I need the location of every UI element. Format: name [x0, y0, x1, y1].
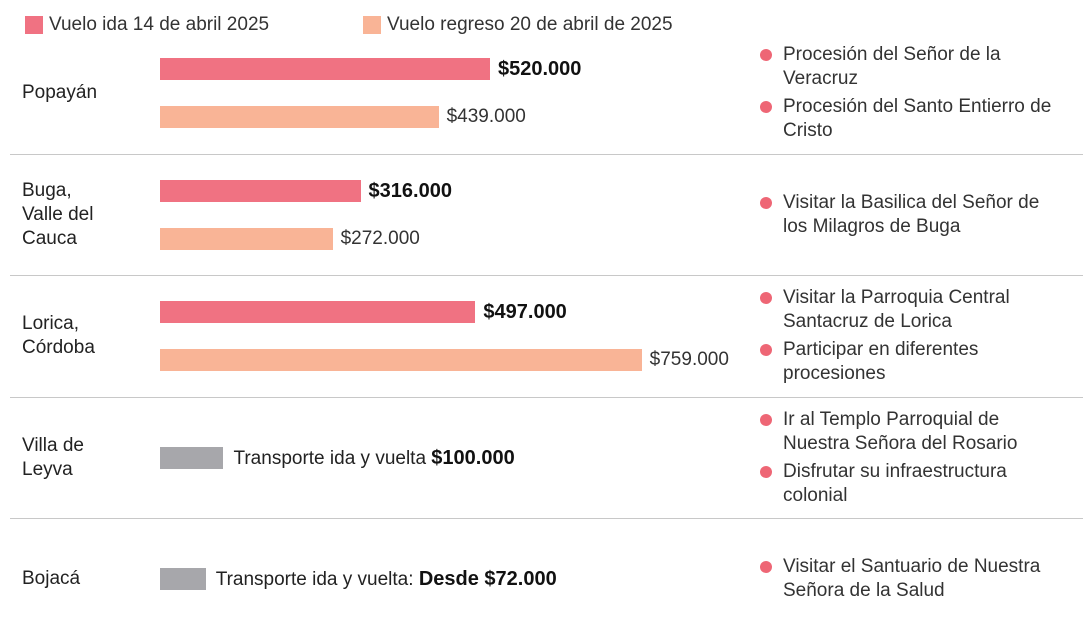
bar [160, 58, 490, 80]
activity-text: Visitar la Parroquia Central Santacruz d… [783, 286, 1010, 332]
legend-swatch [25, 16, 43, 34]
bullet [760, 48, 772, 61]
activity-text: Disfrutar su infraestructura colonial [783, 460, 1007, 506]
category-row: Buga, Valle del Cauca $316.000 $272.000 Vis… [0, 154, 1083, 275]
bullet [760, 560, 772, 573]
category-label: Popayán [22, 81, 98, 103]
activities: Visitar el Santuario de Nuestra Señora d… [760, 518, 1060, 639]
activities: Visitar la Basilica del Señor de los Mil… [760, 154, 1060, 275]
bar [160, 349, 642, 371]
transport-bar [160, 568, 206, 590]
separator [10, 397, 1083, 398]
transport-value: $100.000 [431, 447, 515, 469]
activity-item: Visitar la Parroquia Central Santacruz d… [760, 286, 1060, 334]
activity-item: Procesión del Santo Entierro de Cristo [760, 95, 1060, 143]
category-row: Popayán $520.000 $439.000 Procesión del Señ… [0, 32, 1083, 153]
legend-label: Vuelo regreso 20 de abril de 2025 [387, 14, 673, 35]
category-label: Lorica, Córdoba [22, 312, 95, 358]
separator [10, 154, 1083, 155]
separator [10, 275, 1083, 276]
activity-text: Ir al Templo Parroquial de Nuestra Señor… [783, 408, 1018, 454]
activity-text: Visitar el Santuario de Nuestra Señora d… [783, 555, 1041, 601]
bullet [760, 343, 772, 356]
transport-bar [160, 447, 224, 469]
category-label: Buga, Valle del Cauca [22, 179, 94, 249]
activities: Visitar la Parroquia Central Santacruz d… [760, 275, 1060, 396]
activity-text: Participar en diferentes procesiones [783, 338, 979, 384]
bullet [760, 291, 772, 304]
activity-text: Procesión del Señor de la Veracruz [783, 43, 1001, 89]
separator [10, 518, 1083, 519]
activity-item: Procesión del Señor de la Veracruz [760, 43, 1060, 91]
value-label: $520.000 [498, 58, 582, 80]
legend-item: Vuelo ida 14 de abril 2025 [25, 14, 269, 36]
category-label: Bojacá [22, 567, 81, 589]
category-row: Villa de Leyva Transporte ida y vuelta $1… [0, 397, 1083, 518]
category-row: Lorica, Córdoba $497.000 $759.000 Visitar l… [0, 275, 1083, 396]
bar [160, 180, 361, 202]
activity-text: Procesión del Santo Entierro de Cristo [783, 95, 1052, 141]
infographic: Vuelo ida 14 de abril 2025 Vuelo regreso … [0, 14, 1083, 601]
bullet [760, 196, 772, 209]
bullet [760, 100, 772, 113]
activity-item: Visitar la Basilica del Señor de los Mil… [760, 191, 1060, 239]
value-label: $759.000 [649, 349, 729, 370]
bullet [760, 465, 772, 478]
legend-swatch [363, 16, 381, 34]
bullet [760, 413, 772, 426]
activities: Ir al Templo Parroquial de Nuestra Señor… [760, 397, 1060, 518]
value-label: $497.000 [483, 301, 567, 323]
value-label: $316.000 [368, 180, 452, 202]
transport-text: Transporte ida y vuelta: [215, 569, 414, 590]
bar [160, 228, 333, 250]
legend-label: Vuelo ida 14 de abril 2025 [49, 14, 270, 35]
activity-item: Visitar el Santuario de Nuestra Señora d… [760, 555, 1060, 603]
legend-item: Vuelo regreso 20 de abril de 2025 [363, 14, 673, 36]
activity-item: Disfrutar su infraestructura colonial [760, 460, 1060, 508]
transport-label: Transporte ida y vuelta: Desde $72.000 [216, 568, 557, 590]
category-label: Villa de Leyva [22, 434, 84, 480]
transport-value: Desde $72.000 [418, 568, 557, 590]
value-label: $272.000 [340, 228, 420, 249]
transport-text: Transporte ida y vuelta [233, 448, 427, 469]
activities: Procesión del Señor de la Veracruz Proces… [760, 32, 1060, 153]
bar [160, 301, 476, 323]
value-label: $439.000 [446, 106, 526, 127]
category-row: Bojacá Transporte ida y vuelta: Desde $72… [0, 518, 1083, 639]
activity-item: Ir al Templo Parroquial de Nuestra Señor… [760, 408, 1060, 456]
transport-label: Transporte ida y vuelta $100.000 [233, 447, 514, 469]
activity-item: Participar en diferentes procesiones [760, 338, 1060, 386]
activity-text: Visitar la Basilica del Señor de los Mil… [783, 191, 1040, 237]
bar [160, 106, 439, 128]
